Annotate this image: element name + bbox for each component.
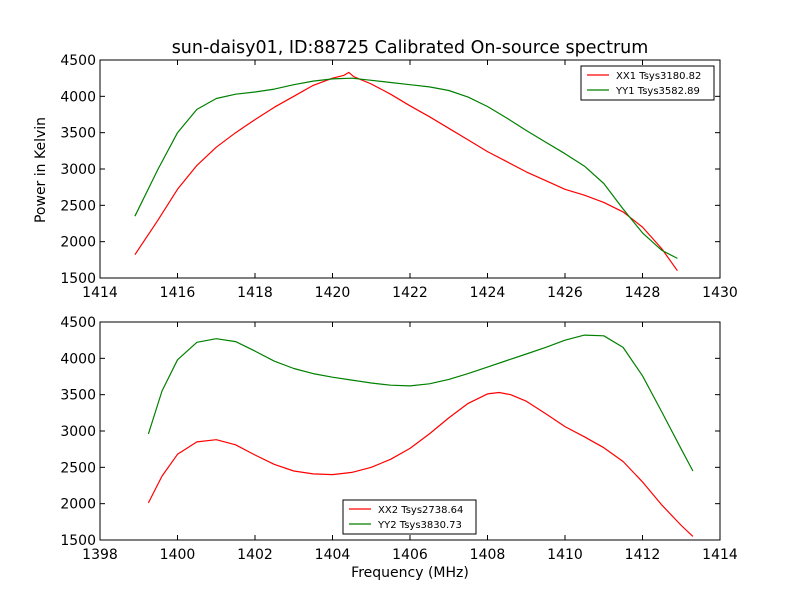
- legend-label: XX1 Tsys3180.82: [616, 71, 701, 82]
- y-tick-label: 4500: [60, 315, 96, 331]
- x-tick-label: 1416: [160, 285, 196, 301]
- y-tick-label: 1500: [60, 271, 96, 287]
- y-tick-label: 4500: [60, 53, 96, 69]
- y-tick-label: 3000: [60, 424, 96, 440]
- x-tick-label: 1424: [470, 285, 506, 301]
- x-tick-label: 1404: [315, 547, 351, 563]
- legend-label: XX2 Tsys2738.64: [378, 505, 463, 516]
- y-axis-label-top: Power in Kelvin: [33, 117, 49, 223]
- x-tick-label: 1400: [160, 547, 196, 563]
- x-tick-label: 1398: [82, 547, 118, 563]
- series-line-xx2: [147, 391, 694, 537]
- y-tick-label: 1500: [60, 533, 96, 549]
- legend-label: YY2 Tsys3830.73: [377, 520, 462, 531]
- y-tick-label: 2500: [60, 198, 96, 214]
- y-tick-label: 4000: [60, 89, 96, 105]
- x-tick-label: 1418: [237, 285, 273, 301]
- x-axis-label-bottom: Frequency (MHz): [351, 565, 469, 581]
- chart-bottom: 1398 1400 1402 1404 1406 1408 1410 1412 1414 1500…: [60, 315, 738, 563]
- x-tick-label: 1406: [392, 547, 428, 563]
- x-tick-label: 1426: [547, 285, 583, 301]
- y-tick-label: 4000: [60, 351, 96, 367]
- x-tick-label: 1414: [702, 547, 738, 563]
- y-tick-label: 2000: [60, 497, 96, 513]
- x-tick-label: 1430: [702, 285, 738, 301]
- legend-box: [580, 65, 715, 101]
- y-tick-label: 3500: [60, 126, 96, 142]
- legend-label: YY1 Tsys3582.89: [615, 86, 700, 97]
- x-tick-label: 1428: [625, 285, 661, 301]
- y-tick-label: 3000: [60, 162, 96, 178]
- x-tick-label: 1420: [315, 285, 351, 301]
- legend: XX1 Tsys3180.82 YY1 Tsys3582.89: [580, 65, 715, 101]
- legend: XX2 Tsys2738.64 YY2 Tsys3830.73: [342, 499, 477, 535]
- legend-box: [342, 499, 477, 535]
- chart-top: 1414 1416 1418 1420 1422 1424 1426 1428 1430 1500…: [60, 53, 737, 301]
- y-tick-label: 2000: [60, 235, 96, 251]
- series-line-xx1: [134, 71, 678, 272]
- figure-title: sun-daisy01, ID:88725 Calibrated On-sour…: [172, 38, 649, 58]
- y-tick-label: 3500: [60, 388, 96, 404]
- x-tick-label: 1412: [625, 547, 661, 563]
- x-tick-label: 1422: [392, 285, 428, 301]
- x-tick-label: 1402: [237, 547, 273, 563]
- series-line-yy1: [134, 77, 678, 259]
- x-tick-label: 1410: [547, 547, 583, 563]
- y-tick-label: 2500: [60, 460, 96, 476]
- series-line-yy2: [147, 334, 694, 472]
- x-tick-label: 1414: [82, 285, 118, 301]
- x-tick-label: 1408: [470, 547, 506, 563]
